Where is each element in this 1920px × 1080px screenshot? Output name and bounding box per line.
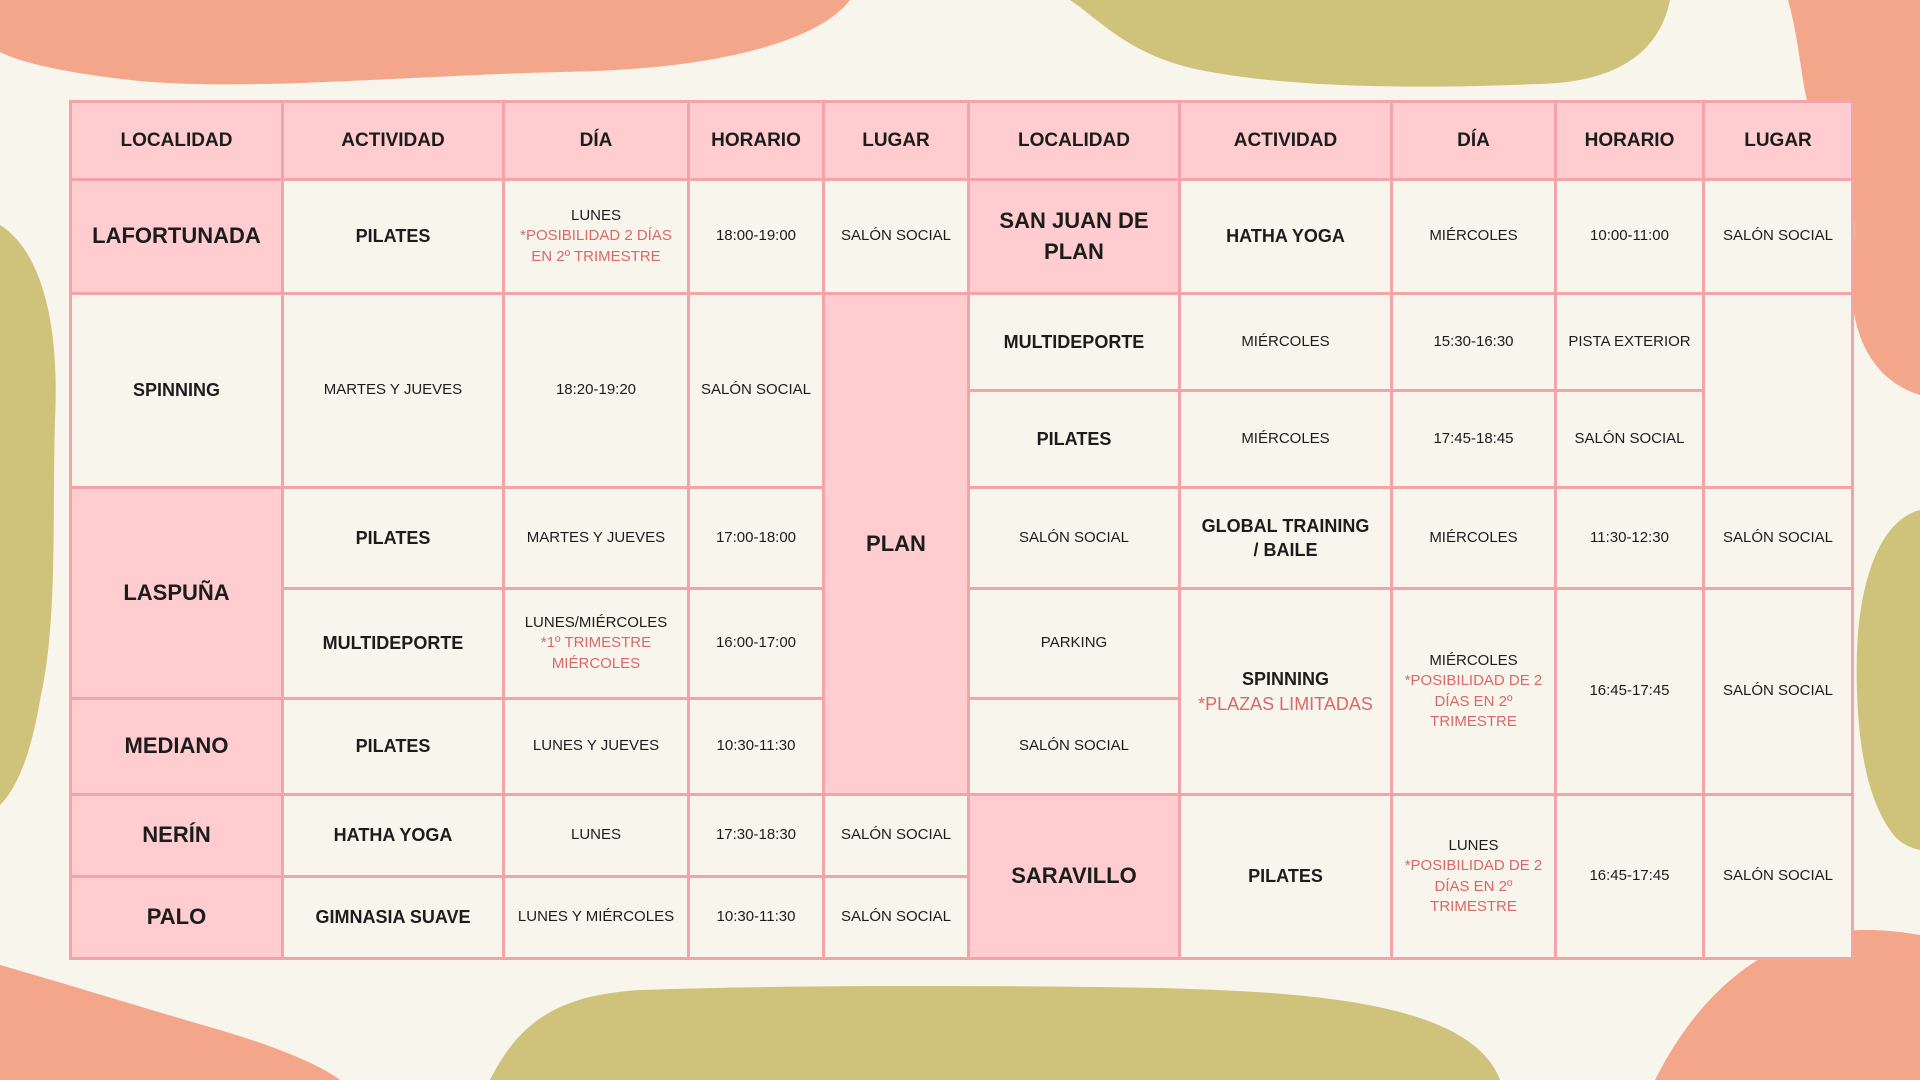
header-horario: HORARIO <box>687 100 825 181</box>
actividad-note: *PLAZAS LIMITADAS <box>1198 693 1373 714</box>
localidad-cell: LAFORTUNADA <box>69 178 284 295</box>
actividad-cell: MULTIDEPORTE <box>281 587 505 700</box>
actividad-cell: HATHA YOGA <box>281 793 505 878</box>
dia-cell: MIÉRCOLES <box>1390 486 1557 590</box>
horario-cell: 10:30-11:30 <box>687 875 825 960</box>
header-lugar: LUGAR <box>822 100 970 181</box>
actividad-cell: PILATES <box>967 389 1181 489</box>
localidad-cell: MEDIANO <box>69 697 284 796</box>
dia-cell: LUNES <box>502 793 690 878</box>
header-row: LOCALIDAD ACTIVIDAD DÍA HORARIO LUGAR LO… <box>69 100 1854 181</box>
table-row: SPINNING MARTES Y JUEVES 18:20-19:20 SAL… <box>69 292 1853 796</box>
lugar-cell: SALÓN SOCIAL <box>967 486 1181 590</box>
horario-cell: 10:00-11:00 <box>1554 178 1705 295</box>
dia-cell: MIÉRCOLES <box>1178 292 1393 392</box>
dia-note: *POSIBILIDAD 2 DÍAS EN 2º TRIMESTRE <box>520 227 672 265</box>
olive-blob-bottom <box>490 985 1500 1080</box>
actividad-cell: PILATES <box>281 178 505 295</box>
lugar-cell: PISTA EXTERIOR <box>1554 292 1705 392</box>
header-horario: HORARIO <box>1554 100 1705 181</box>
horario-cell: 16:00-17:00 <box>687 587 825 700</box>
olive-blob-right <box>1856 510 1920 850</box>
dia-cell: LUNES *POSIBILIDAD DE 2 DÍAS EN 2º TRIME… <box>1390 793 1557 960</box>
horario-cell: 18:00-19:00 <box>687 178 825 295</box>
lugar-cell: SALÓN SOCIAL <box>1702 587 1854 796</box>
localidad-cell: SAN JUAN DE PLAN <box>967 178 1181 295</box>
horario-cell: 15:30-16:30 <box>1390 292 1557 392</box>
dia-text: LUNES/MIÉRCOLES <box>524 614 668 632</box>
table-row: NERÍN HATHA YOGA LUNES 17:30-18:30 SALÓN… <box>69 793 1854 960</box>
actividad-cell: HATHA YOGA <box>1178 178 1393 295</box>
activities-schedule-table: LOCALIDAD ACTIVIDAD DÍA HORARIO LUGAR LO… <box>69 100 1854 960</box>
header-lugar: LUGAR <box>1702 100 1854 181</box>
dia-cell: MIÉRCOLES *POSIBILIDAD DE 2 DÍAS EN 2º T… <box>1390 587 1557 796</box>
dia-note: *POSIBILIDAD DE 2 DÍAS EN 2º TRIMESTRE <box>1404 857 1543 915</box>
header-localidad: LOCALIDAD <box>967 100 1181 181</box>
actividad-cell: SPINNING *PLAZAS LIMITADAS <box>1178 587 1393 796</box>
dia-text: MIÉRCOLES <box>1429 652 1518 669</box>
actividad-cell: GIMNASIA SUAVE <box>281 875 505 960</box>
actividad-cell: MULTIDEPORTE <box>967 292 1181 392</box>
actividad-cell: PILATES <box>1178 793 1393 960</box>
localidad-cell: PLAN <box>822 292 970 796</box>
lugar-cell: SALÓN SOCIAL <box>1702 178 1854 295</box>
header-actividad: ACTIVIDAD <box>1178 100 1393 181</box>
salmon-blob-bottom-left <box>0 965 340 1080</box>
actividad-cell: SPINNING <box>69 292 284 489</box>
dia-text: LUNES <box>1448 837 1499 854</box>
dia-cell: MARTES Y JUEVES <box>502 486 690 590</box>
lugar-cell: SALÓN SOCIAL <box>967 697 1181 796</box>
localidad-cell: NERÍN <box>69 793 284 878</box>
actividad-cell: PILATES <box>281 486 505 590</box>
dia-note: *1º TRIMESTRE MIÉRCOLES <box>540 634 652 672</box>
salmon-blob-bottom-right <box>1655 930 1920 1080</box>
actividad-text: SPINNING <box>1241 669 1329 690</box>
table-row: PILATES MIÉRCOLES 17:45-18:45 SALÓN SOCI… <box>71 389 1853 489</box>
table-row: PALO GIMNASIA SUAVE LUNES Y MIÉRCOLES 10… <box>69 875 1853 960</box>
horario-cell: 17:00-18:00 <box>687 486 825 590</box>
lugar-cell: SALÓN SOCIAL <box>1702 793 1854 960</box>
dia-cell: LUNES *POSIBILIDAD 2 DÍAS EN 2º TRIMESTR… <box>502 178 690 295</box>
lugar-cell: SALÓN SOCIAL <box>1554 389 1705 489</box>
actividad-cell: GLOBAL TRAINING / BAILE <box>1178 486 1393 590</box>
horario-cell: 17:30-18:30 <box>687 793 825 878</box>
header-actividad: ACTIVIDAD <box>281 100 505 181</box>
lugar-cell: SALÓN SOCIAL <box>822 793 970 878</box>
horario-cell: 18:20-19:20 <box>502 292 690 489</box>
horario-cell: 17:45-18:45 <box>1390 389 1557 489</box>
table-row: MEDIANO PILATES LUNES Y JUEVES 10:30-11:… <box>69 697 1853 796</box>
olive-blob-left <box>0 225 56 805</box>
horario-cell: 16:45-17:45 <box>1554 587 1705 796</box>
localidad-cell: LASPUÑA <box>69 486 284 700</box>
horario-cell: 16:45-17:45 <box>1554 793 1705 960</box>
lugar-cell: SALÓN SOCIAL <box>822 875 970 960</box>
lugar-cell: SALÓN SOCIAL <box>822 178 970 295</box>
dia-cell: LUNES/MIÉRCOLES *1º TRIMESTRE MIÉRCOLES <box>502 587 690 700</box>
lugar-cell: PARKING <box>967 587 1181 700</box>
header-dia: DÍA <box>1390 100 1557 181</box>
lugar-cell: SALÓN SOCIAL <box>687 292 825 489</box>
salmon-blob-top-right <box>1788 0 1920 395</box>
lugar-cell: SALÓN SOCIAL <box>1702 486 1854 590</box>
salmon-blob-top-left <box>0 0 850 85</box>
actividad-cell: PILATES <box>281 697 505 796</box>
dia-cell: MIÉRCOLES <box>1390 178 1557 295</box>
table-row: MULTIDEPORTE LUNES/MIÉRCOLES *1º TRIMEST… <box>71 587 1854 796</box>
dia-cell: MIÉRCOLES <box>1178 389 1393 489</box>
dia-cell: LUNES Y JUEVES <box>502 697 690 796</box>
horario-cell: 10:30-11:30 <box>687 697 825 796</box>
localidad-cell: SARAVILLO <box>967 793 1181 960</box>
dia-note: *POSIBILIDAD DE 2 DÍAS EN 2º TRIMESTRE <box>1404 672 1543 730</box>
horario-cell: 11:30-12:30 <box>1554 486 1705 590</box>
localidad-cell: PALO <box>69 875 284 960</box>
header-dia: DÍA <box>502 100 690 181</box>
dia-text: LUNES <box>570 207 622 225</box>
table-row: LAFORTUNADA PILATES LUNES *POSIBILIDAD 2… <box>69 178 1854 295</box>
dia-cell: MARTES Y JUEVES <box>281 292 505 489</box>
header-localidad: LOCALIDAD <box>69 100 284 181</box>
table-row: LASPUÑA PILATES MARTES Y JUEVES 17:00-18… <box>69 486 1854 700</box>
dia-cell: LUNES Y MIÉRCOLES <box>502 875 690 960</box>
olive-blob-top <box>1070 0 1670 87</box>
